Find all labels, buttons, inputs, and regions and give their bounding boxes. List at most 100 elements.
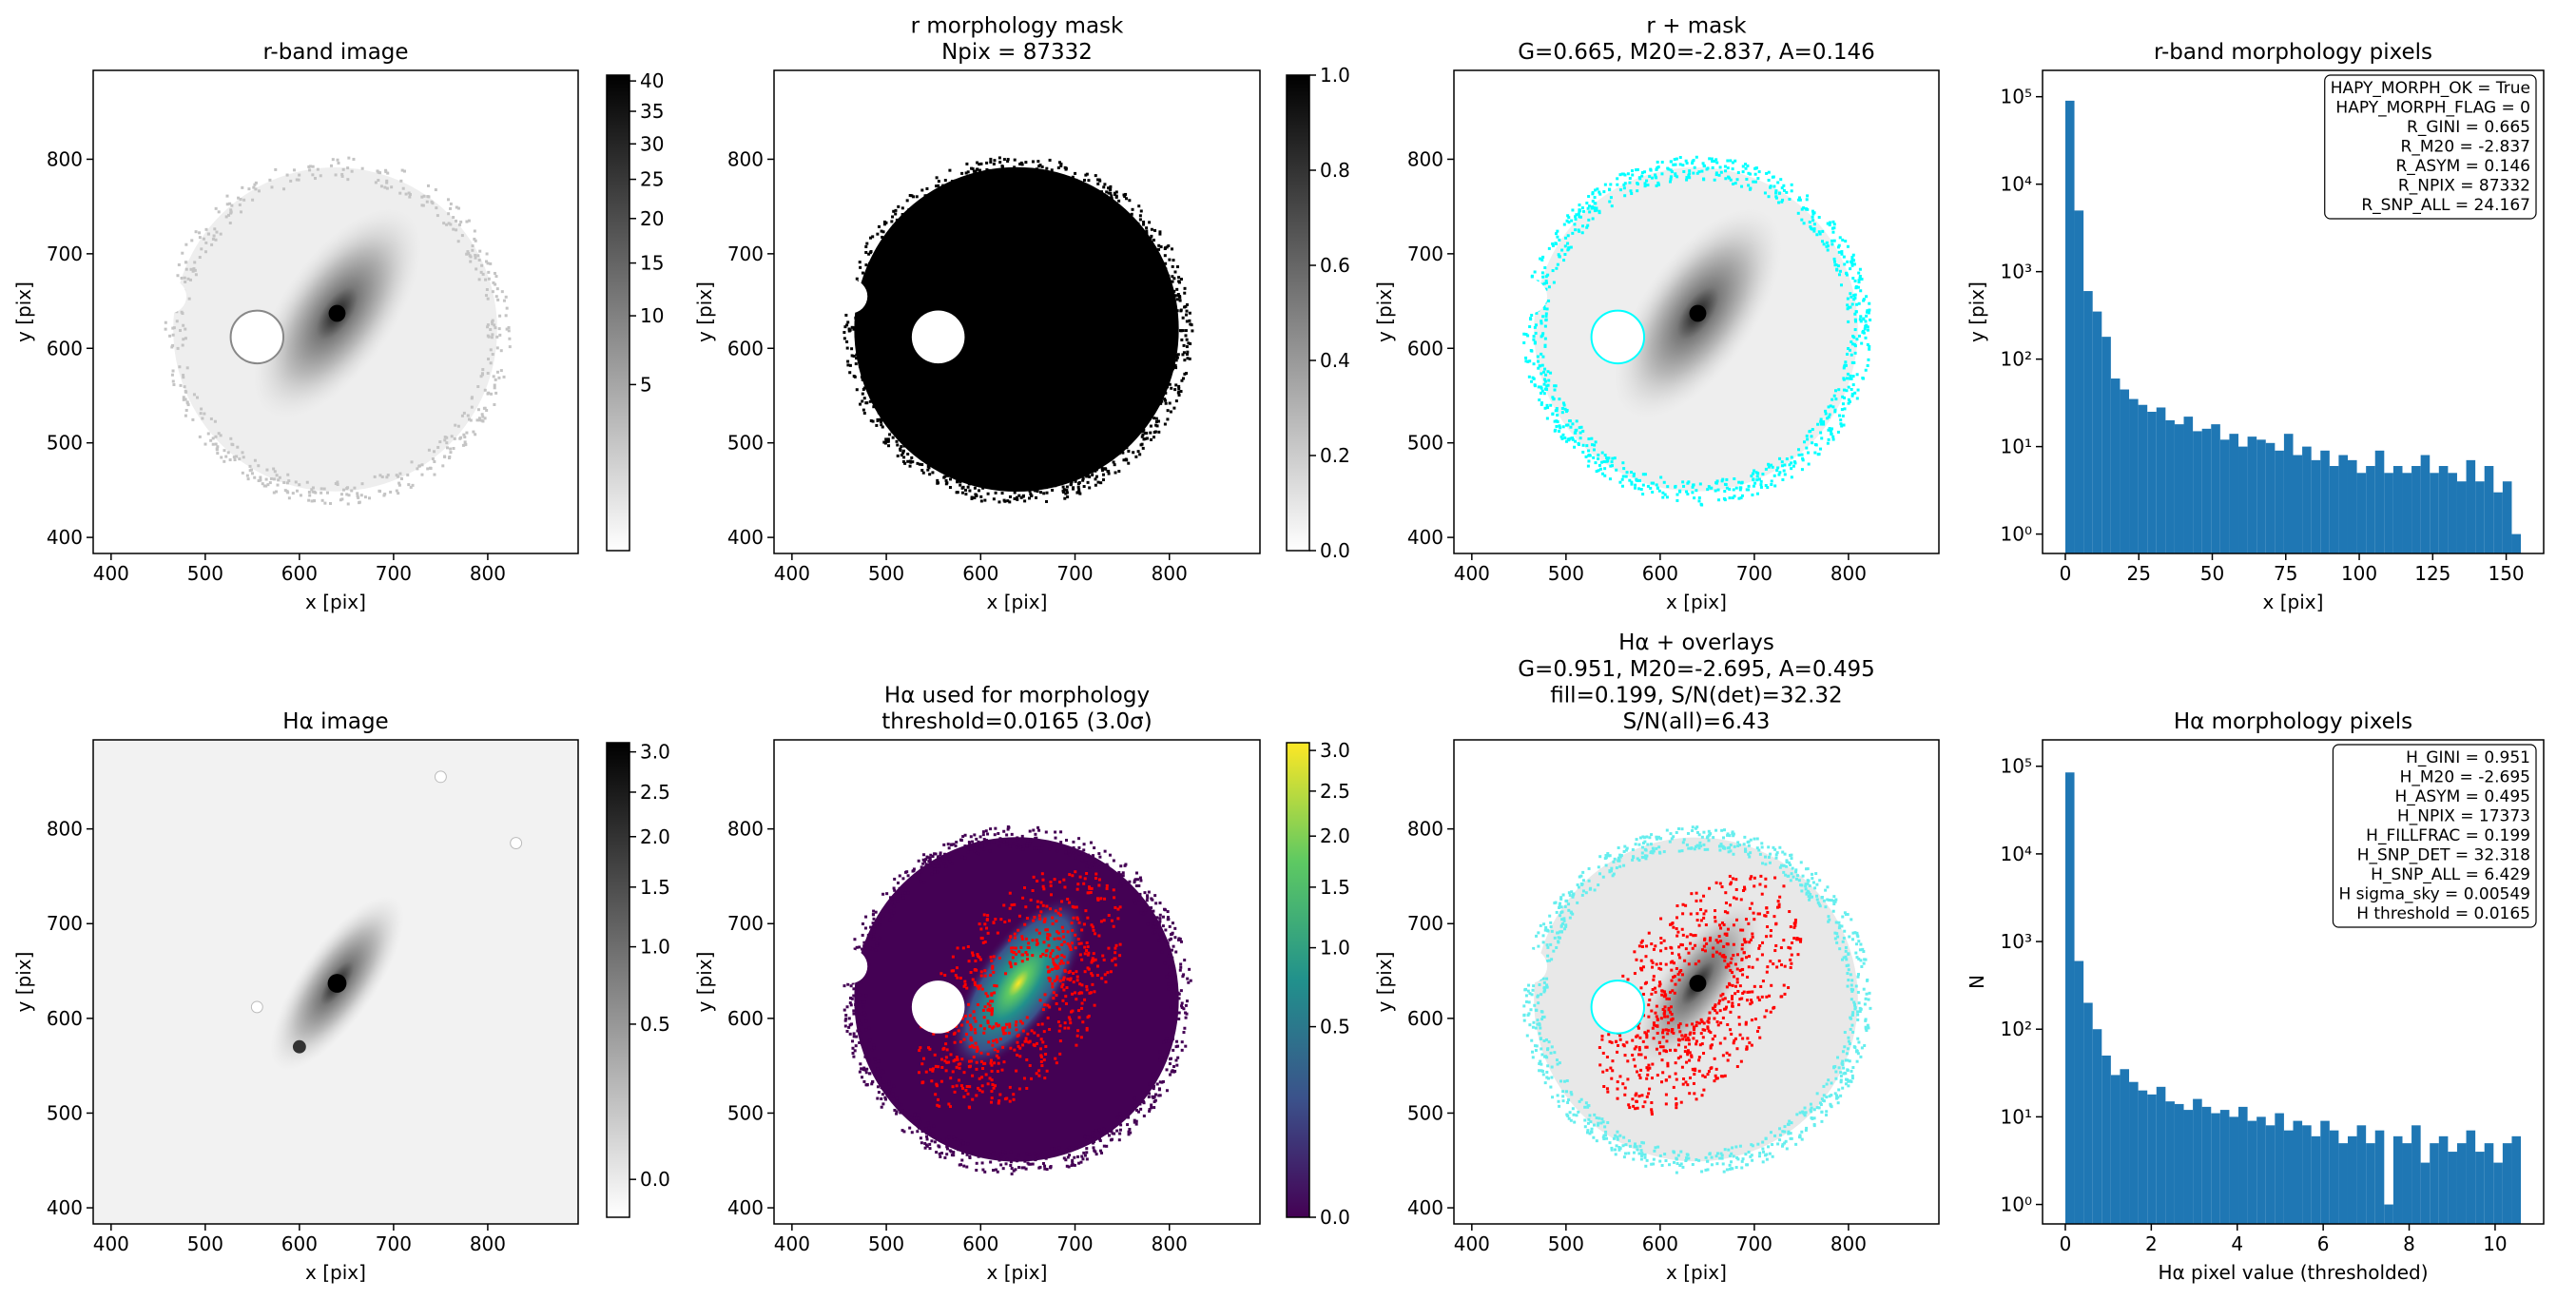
- image-edge-pixel: [955, 1146, 959, 1150]
- overlay-pixel: [931, 1069, 935, 1073]
- y-axis-label: y [pix]: [12, 952, 35, 1013]
- image-edge-pixel: [1587, 437, 1591, 441]
- overlay-pixel: [982, 1031, 986, 1035]
- image-edge-pixel: [466, 414, 470, 417]
- bar: [2320, 450, 2330, 553]
- image-edge-pixel: [493, 271, 496, 275]
- image-edge-pixel: [493, 386, 496, 390]
- image-edge-pixel: [1105, 190, 1109, 194]
- image-edge-pixel: [1007, 483, 1011, 487]
- image-edge-pixel: [1028, 489, 1032, 493]
- overlay-pixel: [961, 1086, 965, 1090]
- image-edge-pixel: [1172, 333, 1175, 337]
- image-edge-pixel: [892, 223, 896, 227]
- image-disk: [854, 166, 1179, 493]
- image-edge-pixel: [1092, 1146, 1095, 1150]
- image-edge-pixel: [1176, 1044, 1180, 1048]
- image-edge-pixel: [1083, 1154, 1087, 1157]
- image-edge-pixel: [1717, 844, 1721, 848]
- image-edge-pixel: [1857, 301, 1861, 305]
- image-edge-pixel: [1028, 842, 1032, 845]
- image-edge-pixel: [933, 456, 937, 459]
- image-edge-pixel: [1159, 264, 1163, 268]
- image-edge-pixel: [1185, 999, 1189, 1003]
- image-edge-pixel: [1610, 1148, 1614, 1152]
- image-edge-pixel: [1187, 980, 1191, 984]
- image-edge-pixel: [1618, 864, 1622, 868]
- image-edge-pixel: [1159, 935, 1163, 939]
- image-edge-pixel: [1728, 496, 1732, 500]
- image-edge-pixel: [1845, 271, 1849, 275]
- image-edge-pixel: [1770, 479, 1773, 483]
- image-edge-pixel: [890, 914, 894, 918]
- image-edge-pixel: [918, 452, 921, 456]
- image-edge-pixel: [1116, 208, 1120, 212]
- image-edge-pixel: [1594, 188, 1598, 192]
- overlay-pixel: [1036, 1022, 1040, 1026]
- overlay-pixel: [1049, 881, 1053, 883]
- overlay-pixel: [1103, 973, 1107, 977]
- image-edge-pixel: [1622, 467, 1626, 471]
- image-edge-pixel: [270, 185, 274, 189]
- image-edge-pixel: [308, 168, 312, 172]
- image-edge-pixel: [1158, 230, 1162, 234]
- image-edge-pixel: [1009, 1160, 1013, 1164]
- image-edge-pixel: [1601, 1135, 1605, 1139]
- image-edge-pixel: [1068, 1154, 1072, 1157]
- image-edge-pixel: [1649, 486, 1653, 490]
- image-edge-pixel: [1697, 170, 1701, 174]
- image-edge-pixel: [1583, 1118, 1587, 1122]
- overlay-pixel: [968, 1023, 972, 1027]
- overlay-pixel: [1061, 982, 1065, 986]
- overlay-pixel: [992, 955, 996, 959]
- image-edge-pixel: [945, 481, 949, 485]
- image-edge-pixel: [1858, 948, 1862, 952]
- image-edge-pixel: [930, 1139, 934, 1143]
- image-edge-pixel: [1133, 1100, 1137, 1104]
- overlay-pixel: [1012, 1093, 1016, 1096]
- image-edge-pixel: [853, 947, 857, 951]
- image-edge-pixel: [435, 206, 438, 210]
- image-edge-pixel: [1760, 842, 1764, 845]
- image-edge-pixel: [1165, 286, 1169, 290]
- image-edge-pixel: [1767, 1145, 1771, 1149]
- image-edge-pixel: [1779, 178, 1783, 182]
- image-edge-pixel: [1829, 1102, 1832, 1106]
- image-edge-pixel: [1159, 245, 1163, 249]
- image-edge-pixel: [889, 896, 893, 900]
- image-edge-pixel: [390, 185, 394, 189]
- image-edge-pixel: [1855, 931, 1859, 935]
- image-edge-pixel: [855, 388, 859, 392]
- image-edge-pixel: [1585, 1131, 1589, 1135]
- image-edge-pixel: [239, 198, 242, 202]
- image-edge-pixel: [1830, 398, 1834, 401]
- image-edge-pixel: [1607, 854, 1611, 858]
- image-edge-pixel: [330, 164, 334, 167]
- image-edge-pixel: [1651, 176, 1655, 180]
- image-edge-pixel: [1603, 474, 1607, 477]
- image-edge-pixel: [858, 334, 862, 338]
- image-edge-pixel: [1840, 408, 1844, 412]
- image-edge-pixel: [238, 457, 242, 461]
- image-edge-pixel: [1695, 1157, 1698, 1161]
- image-edge-pixel: [1864, 1027, 1868, 1031]
- image-edge-pixel: [1804, 1128, 1808, 1132]
- overlay-pixel: [1003, 920, 1007, 923]
- image-edge-pixel: [1053, 1147, 1056, 1151]
- image-edge-pixel: [1127, 1116, 1131, 1119]
- image-edge-pixel: [1028, 829, 1032, 833]
- image-edge-pixel: [1851, 931, 1855, 935]
- overlay-pixel: [1025, 953, 1029, 957]
- image-edge-pixel: [1006, 160, 1010, 164]
- image-edge-pixel: [1172, 1012, 1176, 1016]
- image-edge-pixel: [1186, 353, 1190, 357]
- image-edge-pixel: [1833, 408, 1837, 412]
- image-edge-pixel: [1179, 309, 1183, 313]
- image-edge-pixel: [1819, 431, 1823, 435]
- image-edge-pixel: [1152, 931, 1155, 935]
- image-edge-pixel: [1088, 854, 1092, 858]
- image-edge-pixel: [1828, 1095, 1831, 1098]
- image-edge-pixel: [1805, 446, 1809, 450]
- image-edge-pixel: [241, 451, 244, 455]
- image-edge-pixel: [1821, 240, 1825, 243]
